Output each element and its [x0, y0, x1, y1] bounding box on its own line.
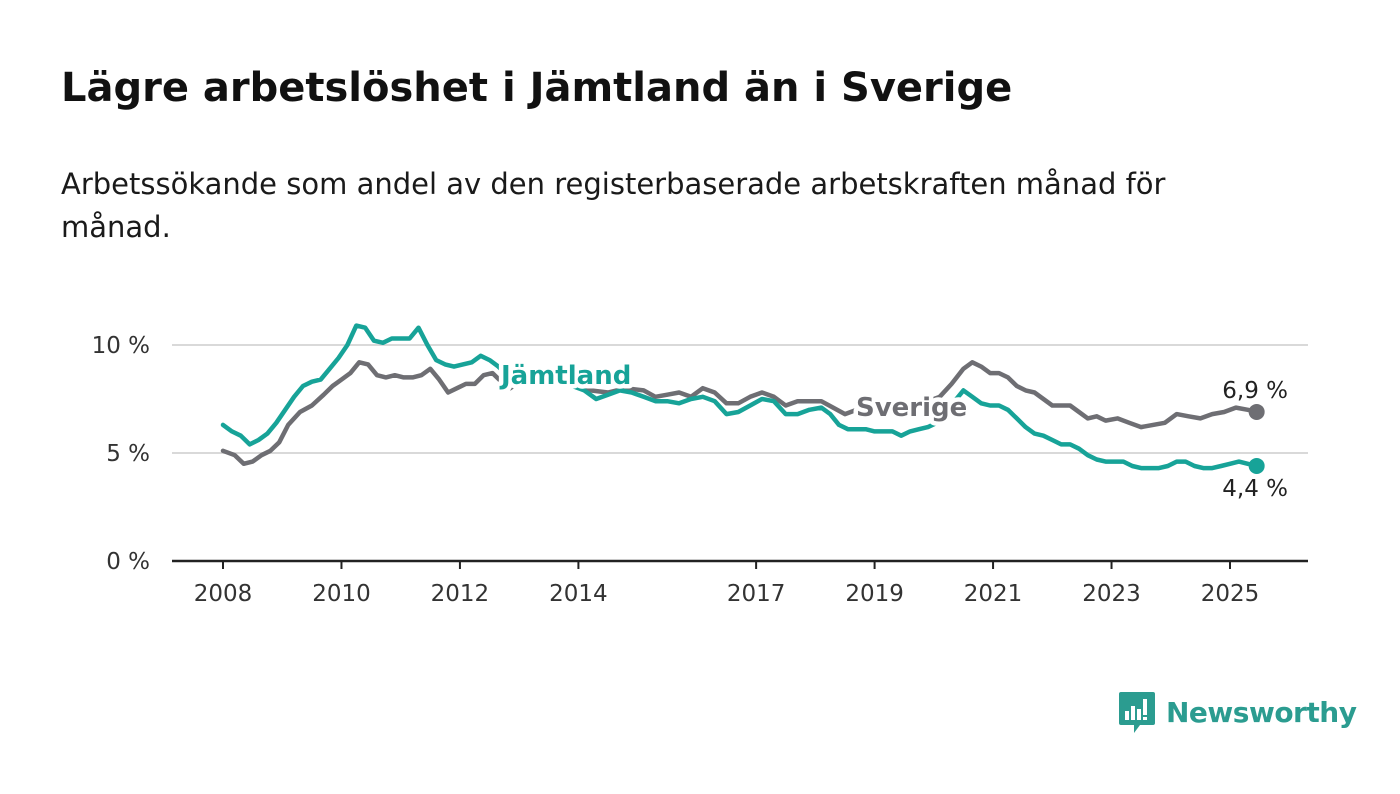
y-tick-label: 5 % — [106, 441, 150, 467]
newsworthy-logo-icon — [1119, 692, 1155, 733]
series-label-jamtland-halo: Jämtland — [499, 361, 631, 391]
end-dot-sverige — [1248, 403, 1265, 420]
axes: 0 % 5 % 10 % 2008 2010 2012 2014 2017 2019 2021 20… — [92, 333, 1308, 607]
x-tick-label: 2017 — [727, 581, 786, 607]
x-tick-label: 2023 — [1082, 581, 1141, 607]
chart-subtitle: Arbetssökande som andel av den registerb… — [61, 167, 1166, 244]
series-line-sverige — [220, 360, 1259, 467]
series-label-jamtland: Jämtland — [499, 361, 631, 391]
newsworthy-logo[interactable]: Newsworthy — [1118, 690, 1357, 734]
x-tick-label: 2012 — [431, 581, 490, 607]
x-tick-label: 2019 — [845, 581, 904, 607]
x-tick-label: 2008 — [194, 581, 253, 607]
y-tick-label: 10 % — [92, 333, 150, 359]
x-tick-label: 2010 — [312, 581, 371, 607]
x-tick-label: 2025 — [1201, 581, 1260, 607]
x-tick-label: 2014 — [549, 581, 608, 607]
y-tick-label: 0 % — [106, 549, 150, 575]
series-label-sverige: Sverige — [856, 393, 967, 423]
series-line-jamtland — [220, 323, 1259, 471]
end-label-sverige: 6,9 % — [1222, 378, 1288, 404]
x-tick-label: 2021 — [964, 581, 1023, 607]
series-label-sverige-halo: Sverige — [856, 393, 967, 423]
end-dot-jamtland — [1248, 457, 1265, 474]
chart-title: Lägre arbetslöshet i Jämtland än i Sveri… — [61, 65, 1013, 111]
gridlines — [172, 344, 1308, 454]
series-lines — [220, 323, 1259, 471]
end-label-jamtland: 4,4 % — [1222, 476, 1288, 502]
logo-text: Newsworthy — [1166, 695, 1357, 729]
